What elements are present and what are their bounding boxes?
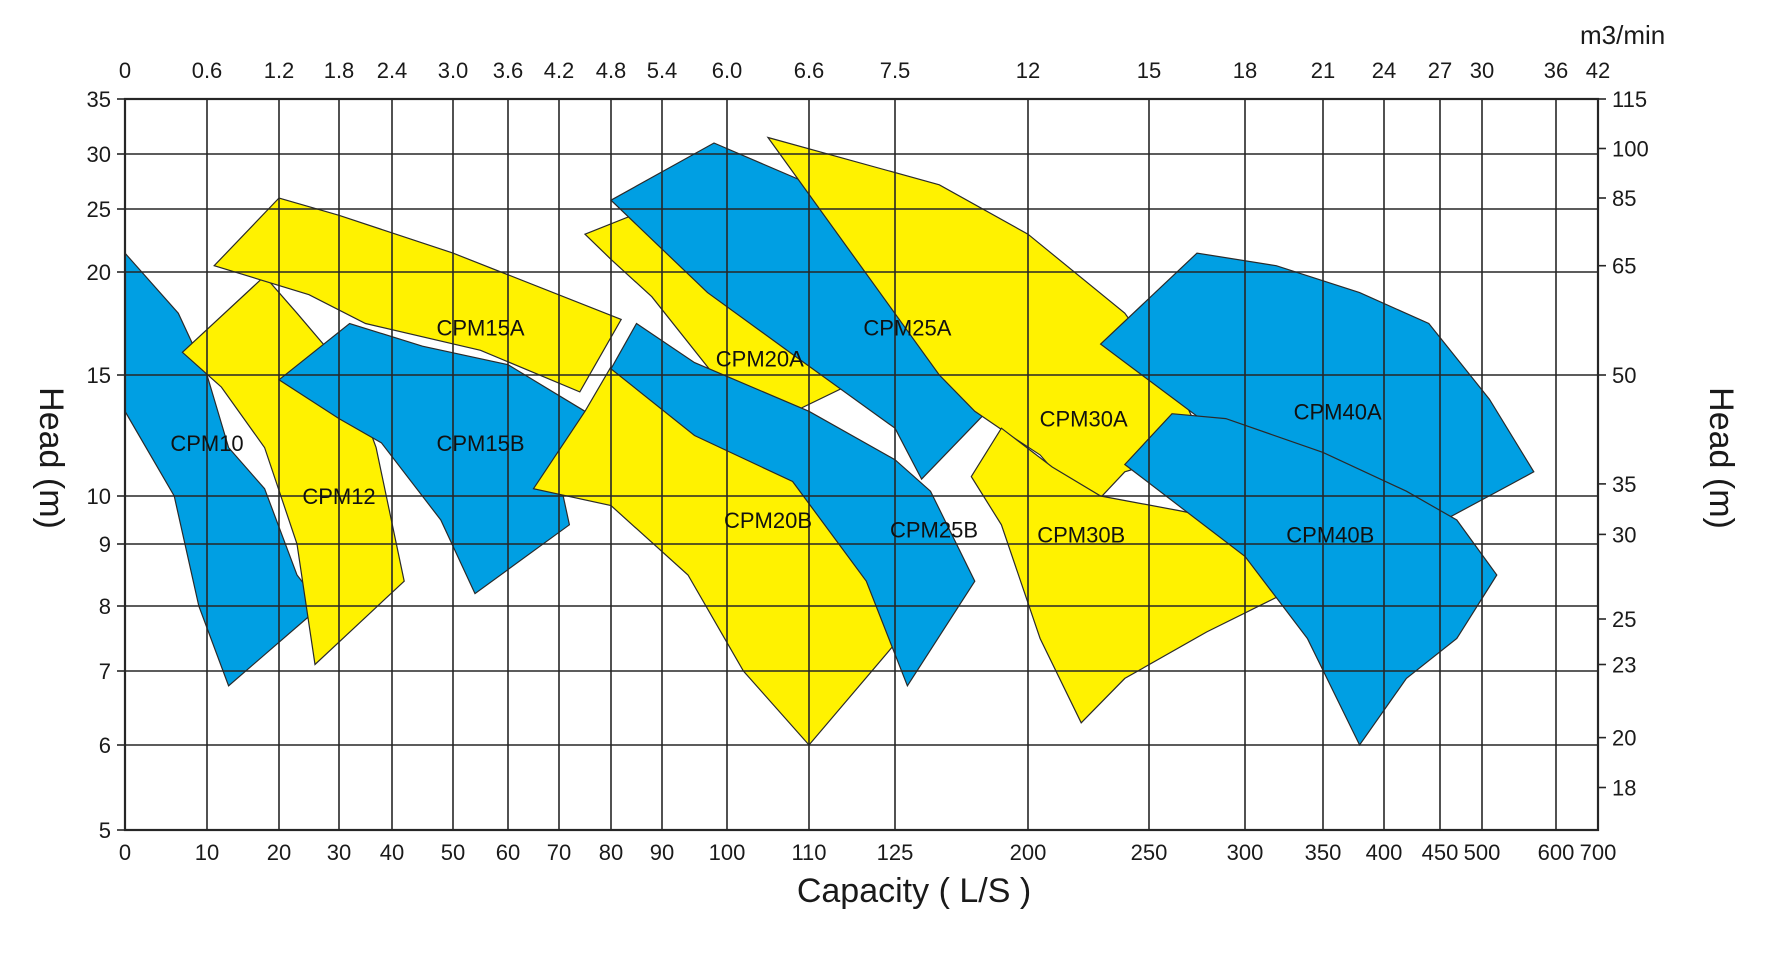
x2-tick-label: 6.0	[712, 58, 743, 83]
y-tick-label: 25	[87, 197, 111, 222]
y2-tick-label: 25	[1612, 607, 1636, 632]
x2-tick-label: 0	[119, 58, 131, 83]
y-tick-label: 7	[99, 659, 111, 684]
region-label-cpm30b: CPM30B	[1037, 522, 1125, 547]
x-tick-label: 20	[267, 840, 291, 865]
y-tick-label: 30	[87, 142, 111, 167]
x2-tick-label: 2.4	[377, 58, 408, 83]
x-tick-label: 200	[1010, 840, 1047, 865]
y2-tick-label: 115	[1612, 87, 1647, 112]
x2-tick-label: 3.6	[493, 58, 524, 83]
y2-tick-label: 100	[1612, 137, 1649, 162]
x-tick-label: 400	[1366, 840, 1403, 865]
x2-tick-label: 36	[1544, 58, 1568, 83]
x2-tick-label: 1.8	[324, 58, 355, 83]
region-label-cpm20a: CPM20A	[716, 347, 804, 372]
y2-tick-label: 23	[1612, 653, 1636, 678]
x-tick-label: 125	[877, 840, 914, 865]
x-tick-label: 300	[1227, 840, 1264, 865]
y-tick-label: 15	[87, 363, 111, 388]
y-tick-label: 35	[87, 87, 111, 112]
grid-layer	[117, 97, 1606, 832]
y2-tick-label: 85	[1612, 186, 1636, 211]
x-tick-label: 700	[1580, 840, 1617, 865]
y-tick-label: 8	[99, 594, 111, 619]
region-label-cpm15b: CPM15B	[436, 431, 524, 456]
region-label-cpm40a: CPM40A	[1294, 399, 1382, 424]
region-label-cpm12: CPM12	[302, 484, 375, 509]
x2-tick-label: 0.6	[192, 58, 223, 83]
y-tick-label: 20	[87, 260, 111, 285]
x2-tick-label: 3.0	[438, 58, 469, 83]
x2-tick-label: 21	[1311, 58, 1335, 83]
region-cpm12	[181, 275, 405, 666]
x2-tick-label: 1.2	[264, 58, 295, 83]
region-label-cpm25b: CPM25B	[890, 518, 978, 543]
x2-tick-label: 30	[1470, 58, 1494, 83]
x-tick-label: 10	[195, 840, 219, 865]
x2-tick-label: 7.5	[880, 58, 911, 83]
x-tick-label: 500	[1464, 840, 1501, 865]
region-label-cpm40b: CPM40B	[1286, 522, 1374, 547]
region-label-cpm25a: CPM25A	[863, 316, 951, 341]
x-tick-label: 350	[1305, 840, 1342, 865]
y-tick-label: 6	[99, 733, 111, 758]
y2-tick-label: 50	[1612, 363, 1636, 388]
x2-tick-label: 5.4	[647, 58, 678, 83]
y2-tick-label: 30	[1612, 522, 1636, 547]
y2-tick-label: 20	[1612, 726, 1636, 751]
x2-tick-label: 6.6	[794, 58, 825, 83]
y2-axis-title: Head (m)	[1702, 387, 1740, 529]
region-label-cpm15a: CPM15A	[436, 316, 524, 341]
y2-tick-label: 65	[1612, 254, 1636, 279]
x-tick-label: 90	[650, 840, 674, 865]
x2-tick-label: 27	[1428, 58, 1452, 83]
region-label-cpm10: CPM10	[170, 431, 243, 456]
x2-tick-label: 15	[1137, 58, 1161, 83]
x2-tick-label: 24	[1372, 58, 1396, 83]
x2-tick-label: 12	[1016, 58, 1040, 83]
x-tick-label: 70	[547, 840, 571, 865]
x-tick-label: 100	[709, 840, 746, 865]
x2-tick-label: 42	[1586, 58, 1610, 83]
x-tick-label: 30	[327, 840, 351, 865]
x-tick-label: 40	[380, 840, 404, 865]
x-axis-title: Capacity ( L/S )	[797, 872, 1031, 910]
y-tick-label: 10	[87, 484, 111, 509]
x2-tick-label: 18	[1233, 58, 1257, 83]
region-label-cpm20b: CPM20B	[724, 508, 812, 533]
y2-tick-label: 18	[1612, 776, 1636, 801]
y-tick-label: 9	[99, 532, 111, 557]
x-tick-label: 110	[791, 840, 826, 865]
x2-axis-title: m3/min	[1580, 20, 1665, 50]
plot-frame	[123, 97, 1600, 832]
x-tick-label: 80	[599, 840, 623, 865]
x-tick-label: 0	[119, 840, 131, 865]
x-tick-label: 600	[1538, 840, 1575, 865]
region-cpm15a	[213, 197, 623, 393]
x2-tick-label: 4.2	[544, 58, 575, 83]
x-tick-label: 250	[1131, 840, 1168, 865]
x-tick-label: 450	[1422, 840, 1459, 865]
y-axis-title: Head (m)	[32, 387, 70, 529]
region-label-cpm30a: CPM30A	[1040, 407, 1128, 432]
x2-tick-label: 4.8	[596, 58, 627, 83]
labels-layer: 0 10 20 30 40 50 60 70 80 90 100 110 125 200 250 300 350…	[87, 58, 1649, 865]
x-tick-label: 50	[441, 840, 465, 865]
x-tick-label: 60	[496, 840, 520, 865]
region-cpm25b	[610, 322, 976, 688]
y-tick-label: 5	[99, 818, 111, 843]
y2-tick-label: 35	[1612, 472, 1636, 497]
